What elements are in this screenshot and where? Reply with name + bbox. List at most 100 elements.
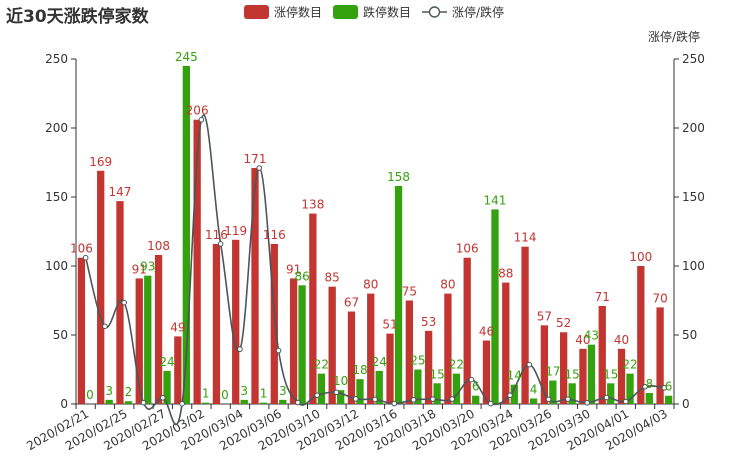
bar-limit-up [656, 307, 664, 404]
right-tick-label: 50 [682, 328, 697, 342]
ratio-point [622, 398, 629, 405]
bar-limit-down [626, 373, 634, 404]
right-tick-label: 250 [682, 52, 705, 66]
bar-limit-down [163, 370, 171, 404]
bar-limit-up [540, 325, 549, 404]
label-limit-down: 14 [507, 369, 522, 383]
label-limit-up: 67 [344, 296, 359, 310]
bar-limit-up [367, 293, 375, 404]
bar-limit-up [309, 213, 317, 404]
ratio-point [217, 241, 224, 247]
label-limit-down: 10 [333, 374, 348, 388]
right-tick-label: 0 [682, 397, 690, 411]
legend-swatch [244, 5, 269, 19]
bar-limit-up [135, 278, 143, 404]
bar-limit-down [645, 392, 653, 404]
label-limit-down: 15 [429, 367, 444, 381]
label-limit-down: 6 [472, 380, 480, 394]
bar-limit-up [617, 348, 626, 404]
label-limit-down: 93 [140, 260, 155, 274]
bar-limit-down [664, 395, 673, 404]
ratio-point [507, 392, 513, 399]
chart-title: 近30天涨跌停家数 [6, 6, 150, 27]
label-limit-up: 114 [514, 231, 537, 245]
ratio-point [603, 394, 610, 401]
bar-limit-down [375, 370, 383, 404]
label-limit-down: 3 [240, 384, 248, 398]
ratio-point [314, 392, 320, 399]
legend-line-marker [428, 6, 441, 18]
ratio-point [102, 323, 108, 330]
label-limit-down: 8 [645, 377, 653, 391]
legend-item[interactable]: 涨停/跌停 [422, 5, 504, 20]
ratio-point [584, 399, 590, 406]
label-limit-up: 75 [402, 285, 417, 299]
bar-limit-down [452, 373, 461, 404]
bar-limit-down [491, 209, 499, 404]
label-limit-down: 3 [279, 384, 287, 398]
bar-limit-up [560, 332, 568, 404]
bar-limit-up [251, 168, 259, 404]
label-limit-down: 22 [314, 358, 329, 372]
data-labels: 1060169314729193108244924520611160119317… [70, 50, 672, 402]
ratio-point [198, 116, 205, 123]
label-limit-down: 1 [202, 387, 210, 401]
bar-limit-down [549, 380, 557, 404]
bar-limit-down [529, 398, 538, 404]
bar-limit-down [317, 373, 326, 404]
right-axis-label: 涨停/跌停 [648, 29, 700, 44]
label-limit-up: 51 [382, 318, 397, 332]
ratio-point [295, 399, 301, 406]
ratio-point [430, 396, 436, 402]
left-tick-label: 0 [60, 397, 68, 411]
bar-limit-down [182, 65, 190, 405]
bar-limit-down [124, 401, 133, 404]
bar-limit-down [337, 390, 345, 404]
legend-label: 涨停数目 [274, 5, 322, 20]
ratio-point [661, 385, 668, 391]
label-limit-down: 43 [584, 329, 599, 343]
label-limit-up: 52 [556, 316, 571, 330]
bar-limit-up [347, 311, 356, 404]
label-limit-down: 3 [105, 384, 113, 398]
bar-limit-up [521, 246, 529, 404]
bar-limit-up [289, 278, 298, 404]
label-limit-up: 57 [537, 309, 552, 323]
bar-limit-up [270, 243, 278, 404]
ratio-point [391, 400, 398, 407]
label-limit-down: 1 [260, 387, 268, 401]
label-limit-down: 22 [622, 358, 637, 372]
bar-limit-up [77, 257, 86, 404]
legend-item[interactable]: 涨停数目 [244, 5, 322, 20]
bar-limit-down [144, 275, 152, 404]
label-limit-down: 86 [294, 269, 309, 283]
label-limit-up: 116 [263, 228, 286, 242]
label-limit-up: 171 [244, 152, 267, 166]
ratio-point [372, 396, 378, 403]
bar-limit-down [279, 399, 287, 404]
ratio-point [275, 347, 282, 354]
label-limit-up: 46 [479, 325, 494, 339]
ratio-point [565, 396, 571, 402]
label-limit-down: 6 [665, 380, 673, 394]
label-limit-up: 100 [629, 250, 652, 264]
label-limit-down: 15 [603, 367, 618, 381]
ratio-point [487, 400, 494, 407]
label-limit-up: 138 [301, 198, 324, 212]
bar-limit-down [414, 369, 422, 404]
bar-limit-up [444, 293, 452, 404]
bar-limit-up [502, 282, 510, 404]
bar-limit-down [433, 383, 441, 404]
left-tick-label: 100 [45, 259, 68, 273]
bar-limit-down [356, 379, 364, 404]
label-limit-up: 80 [363, 278, 378, 292]
legend[interactable]: 涨停数目 跌停数目 涨停/跌停 [244, 5, 504, 20]
right-tick-label: 150 [682, 190, 705, 204]
ratio-point [140, 399, 147, 406]
bar-limit-up [154, 254, 163, 404]
label-limit-up: 80 [440, 278, 455, 292]
legend-item[interactable]: 跌停数目 [333, 5, 411, 20]
label-limit-up: 70 [652, 291, 667, 305]
left-tick-label: 50 [53, 328, 68, 342]
ratio-point [121, 299, 128, 306]
